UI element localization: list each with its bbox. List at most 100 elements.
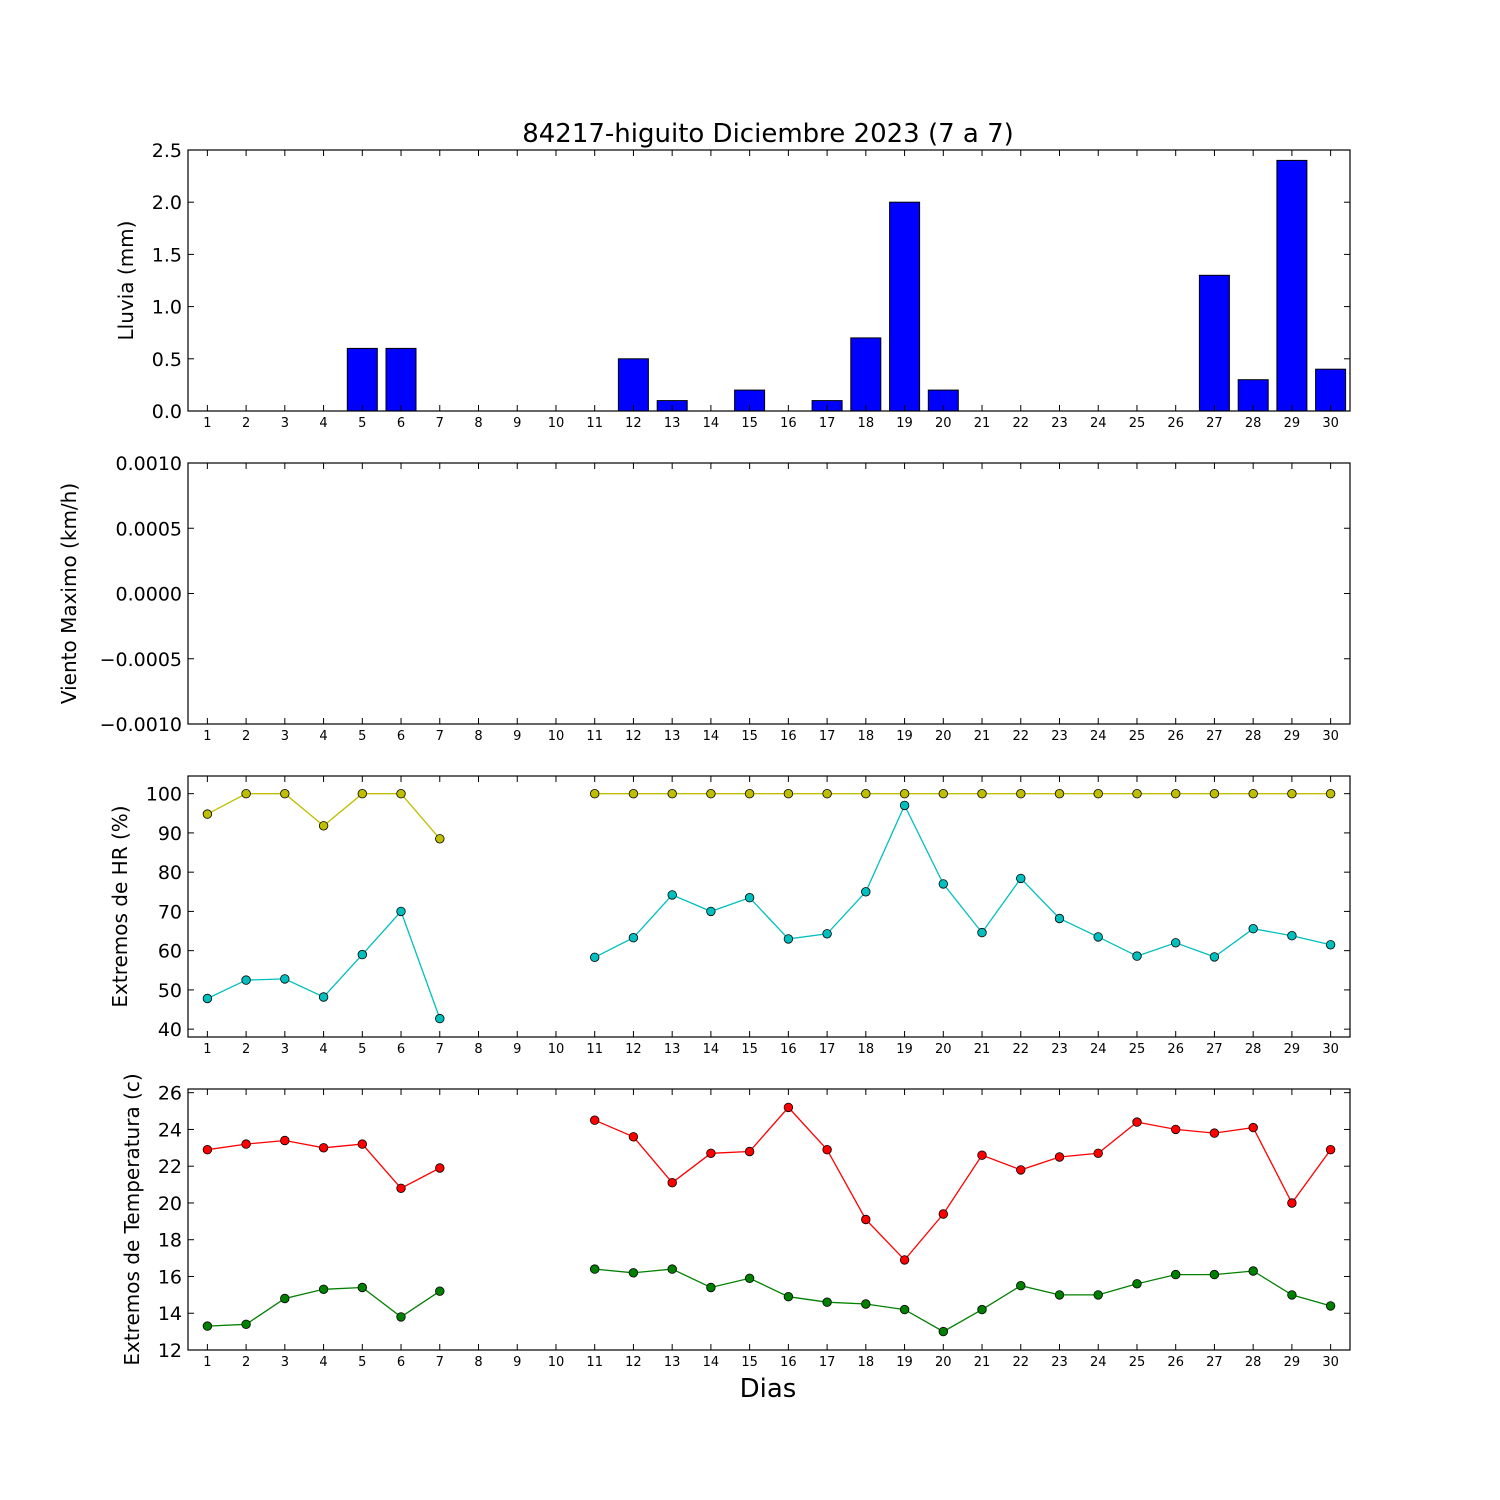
y-tick-label: 14	[158, 1303, 182, 1325]
x-tick-label: 4	[319, 1355, 327, 1370]
data-point	[899, 800, 910, 811]
y-tick-label: 22	[158, 1156, 182, 1178]
data-point	[357, 1282, 368, 1293]
data-point	[977, 1304, 987, 1315]
y-tick-label: 2.0	[152, 192, 182, 214]
data-point	[202, 809, 213, 819]
data-point	[822, 929, 832, 939]
data-point	[280, 789, 290, 799]
x-tick-label: 22	[1012, 729, 1029, 744]
x-tick-label: 27	[1206, 1355, 1223, 1370]
data-point	[1325, 789, 1336, 799]
x-tick-label: 14	[703, 729, 720, 744]
y-tick-label: 16	[158, 1266, 182, 1288]
x-axis-label: Dias	[740, 1374, 797, 1404]
y-tick-label: 2.5	[152, 140, 182, 162]
x-tick-label: 30	[1322, 416, 1339, 431]
bar	[1198, 274, 1230, 412]
data-point	[280, 1293, 290, 1304]
data-point	[435, 834, 445, 844]
x-tick-label: 20	[935, 1355, 952, 1370]
x-tick-label: 2	[242, 1042, 250, 1057]
y-tick-label: 50	[158, 980, 182, 1002]
data-point	[1248, 1266, 1258, 1276]
y-tick-label: 60	[158, 941, 182, 963]
x-tick-label: 16	[780, 1355, 797, 1370]
x-tick-label: 9	[513, 1042, 521, 1057]
x-tick-label: 17	[819, 1355, 836, 1370]
x-tick-label: 19	[896, 729, 913, 744]
data-point	[783, 789, 794, 799]
data-point	[1054, 1152, 1065, 1162]
x-tick-label: 24	[1090, 729, 1107, 744]
y-tick-label: 24	[158, 1119, 182, 1141]
x-tick-label: 30	[1322, 1042, 1339, 1057]
x-tick-label: 24	[1090, 1042, 1107, 1057]
x-tick-label: 7	[436, 1042, 444, 1057]
data-point	[783, 1291, 794, 1302]
x-tick-label: 28	[1245, 416, 1262, 431]
x-tick-label: 25	[1129, 729, 1146, 744]
data-point	[628, 1268, 639, 1278]
x-tick-label: 27	[1206, 416, 1223, 431]
series-1	[202, 789, 1336, 844]
y-tick-label: 0.0010	[116, 453, 182, 475]
data-point	[1016, 1280, 1026, 1291]
x-tick-label: 15	[741, 729, 758, 744]
data-point	[1170, 1124, 1181, 1135]
x-tick-label: 9	[513, 1355, 521, 1370]
data-point	[1209, 1269, 1220, 1280]
data-point	[1132, 1117, 1142, 1127]
x-tick-label: 17	[819, 1042, 836, 1057]
x-tick-label: 15	[741, 416, 758, 431]
data-point	[1093, 1148, 1103, 1159]
x-tick-label: 13	[664, 1355, 681, 1370]
x-tick-label: 21	[974, 416, 991, 431]
data-point	[822, 1144, 832, 1155]
x-tick-label: 21	[974, 1042, 991, 1057]
data-point	[396, 1312, 406, 1322]
data-point	[899, 789, 910, 799]
data-point	[783, 1102, 794, 1113]
data-point	[1016, 1165, 1026, 1175]
data-point	[435, 1013, 445, 1024]
data-point	[1054, 1290, 1065, 1300]
x-tick-label: 26	[1167, 729, 1184, 744]
data-point	[744, 789, 755, 799]
data-point	[318, 992, 329, 1002]
x-tick-label: 28	[1245, 1042, 1262, 1057]
data-point	[280, 1135, 290, 1146]
data-point	[706, 1148, 716, 1159]
x-tick-label: 12	[625, 1355, 642, 1370]
data-point	[241, 975, 251, 985]
x-tick-label: 1	[203, 729, 211, 744]
x-tick-label: 25	[1129, 1355, 1146, 1370]
x-tick-label: 17	[819, 416, 836, 431]
data-point	[744, 893, 755, 903]
x-tick-label: 27	[1206, 1042, 1223, 1057]
x-tick-label: 20	[935, 729, 952, 744]
x-tick-label: 19	[896, 1042, 913, 1057]
x-tick-label: 11	[586, 729, 603, 744]
data-point	[977, 927, 987, 938]
data-point	[1209, 789, 1220, 799]
data-point	[899, 1255, 910, 1265]
y-tick-label: 90	[158, 823, 182, 845]
x-tick-label: 14	[703, 416, 720, 431]
data-point	[667, 1177, 677, 1188]
x-tick-label: 29	[1284, 729, 1301, 744]
x-tick-label: 26	[1167, 1042, 1184, 1057]
x-tick-label: 20	[935, 416, 952, 431]
data-point	[396, 906, 406, 917]
data-point	[706, 906, 716, 917]
x-tick-label: 8	[474, 1355, 482, 1370]
data-point	[938, 1326, 949, 1337]
data-point	[1248, 924, 1258, 934]
data-point	[357, 949, 368, 960]
x-tick-label: 7	[436, 416, 444, 431]
x-tick-label: 4	[319, 729, 327, 744]
x-tick-label: 2	[242, 416, 250, 431]
x-tick-label: 16	[780, 416, 797, 431]
data-point	[590, 952, 600, 963]
